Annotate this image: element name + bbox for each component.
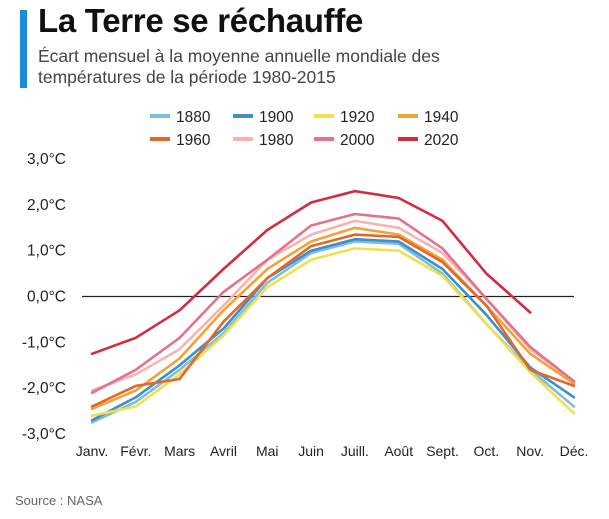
x-tick-label: Févr. bbox=[120, 443, 151, 459]
series-line-1940 bbox=[90, 226, 576, 411]
x-tick-label: Oct. bbox=[474, 443, 500, 459]
y-tick-label: 2,0°C bbox=[27, 197, 66, 214]
x-tick-label: Avril bbox=[210, 443, 237, 459]
series-lines bbox=[90, 189, 576, 424]
series-line-1900 bbox=[90, 237, 576, 422]
y-tick-label: 1,0°C bbox=[27, 243, 66, 260]
y-tick-label: -1,0°C bbox=[22, 334, 66, 351]
y-tick-label: -2,0°C bbox=[22, 380, 66, 397]
x-tick-label: Juin bbox=[298, 443, 324, 459]
x-tick-label: Juill. bbox=[341, 443, 369, 459]
x-tick-label: Mars bbox=[164, 443, 195, 459]
x-tick-label: Sept. bbox=[426, 443, 459, 459]
legend-label: 2000 bbox=[340, 132, 375, 149]
legend-label: 1880 bbox=[176, 109, 211, 126]
x-tick-label: Nov. bbox=[516, 443, 544, 459]
series-line-2000 bbox=[90, 212, 576, 395]
legend-item-1900: 1900 bbox=[233, 109, 294, 126]
legend-item-1980: 1980 bbox=[233, 132, 294, 149]
accent-bar bbox=[20, 10, 27, 88]
x-tick-label: Août bbox=[384, 443, 413, 459]
y-tick-label: 0,0°C bbox=[27, 289, 66, 306]
legend-label: 1980 bbox=[259, 132, 294, 149]
source-note: Source : NASA bbox=[15, 493, 103, 508]
y-tick-label: -3,0°C bbox=[22, 426, 66, 443]
legend-label: 1960 bbox=[176, 132, 211, 149]
legend-item-1960: 1960 bbox=[150, 132, 211, 149]
x-tick-label: Mai bbox=[256, 443, 279, 459]
legend-label: 2020 bbox=[424, 132, 459, 149]
legend: 1880 1900 1920 1940 1960 1980 2000 2020 bbox=[150, 109, 459, 149]
legend-item-2020: 2020 bbox=[398, 132, 459, 149]
y-axis: 3,0°C 2,0°C 1,0°C 0,0°C -1,0°C -2,0°C -3,0°C bbox=[22, 151, 574, 443]
series-line-1960 bbox=[90, 233, 576, 408]
series-line-2020 bbox=[90, 189, 532, 356]
chart-title: La Terre se réchauffe bbox=[38, 2, 364, 39]
x-tick-label: Janv. bbox=[76, 443, 108, 459]
legend-label: 1920 bbox=[340, 109, 375, 126]
legend-item-1880: 1880 bbox=[150, 109, 211, 126]
x-tick-label: Déc. bbox=[560, 443, 589, 459]
legend-item-1920: 1920 bbox=[314, 109, 375, 126]
legend-item-1940: 1940 bbox=[398, 109, 459, 126]
y-tick-label: 3,0°C bbox=[27, 151, 66, 168]
legend-label: 1900 bbox=[259, 109, 294, 126]
legend-label: 1940 bbox=[424, 109, 459, 126]
legend-item-2000: 2000 bbox=[314, 132, 375, 149]
chart-subtitle: Écart mensuel à la moyenne annuelle mond… bbox=[38, 46, 440, 87]
x-axis: Janv. Févr. Mars Avril Mai Juin Juill. Août Sept… bbox=[76, 443, 589, 459]
